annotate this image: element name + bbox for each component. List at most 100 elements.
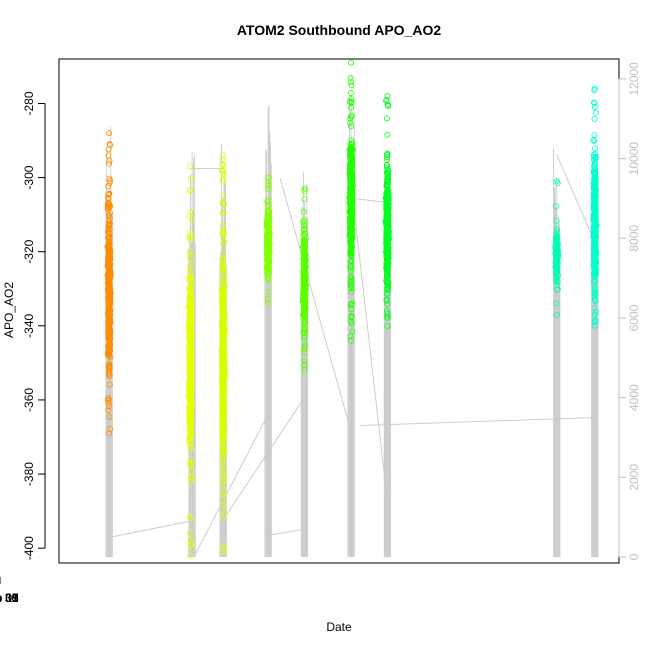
y-right-tick-label: 8000 — [627, 225, 641, 252]
data-point — [552, 278, 559, 285]
data-point — [187, 286, 194, 293]
data-point — [384, 153, 391, 160]
data-point — [553, 246, 560, 253]
data-point — [552, 269, 559, 276]
data-point — [347, 202, 354, 209]
data-point — [591, 204, 598, 211]
data-point — [187, 332, 194, 339]
data-point — [186, 435, 193, 442]
data-point — [347, 278, 354, 285]
data-point — [105, 345, 112, 352]
data-point — [265, 289, 272, 296]
data-point — [553, 217, 560, 224]
data-point — [219, 311, 226, 318]
data-point — [385, 196, 392, 203]
data-point — [220, 358, 227, 365]
y-axis-right: 0 2000 4000 6000 8000 10000 12000 — [618, 62, 641, 560]
data-point — [265, 277, 272, 284]
data-point — [219, 251, 226, 258]
data-point — [105, 281, 112, 288]
data-point — [383, 297, 390, 304]
data-point — [384, 195, 391, 202]
data-point — [187, 405, 194, 412]
data-point — [302, 289, 309, 296]
data-point — [186, 530, 193, 537]
data-point — [384, 301, 391, 308]
data-point — [107, 203, 114, 210]
data-point — [187, 428, 194, 435]
data-point — [220, 548, 227, 555]
data-point — [188, 475, 195, 482]
data-point — [385, 103, 392, 110]
data-point — [265, 234, 272, 241]
data-point — [384, 322, 391, 329]
data-point — [348, 244, 355, 251]
data-point — [383, 236, 390, 243]
data-point — [187, 307, 194, 314]
data-point — [220, 501, 227, 508]
data-point — [106, 213, 113, 220]
y-right-tick-label: 2000 — [627, 464, 641, 491]
data-point — [384, 310, 391, 317]
series-cluster — [382, 93, 393, 329]
data-point — [264, 250, 271, 257]
chart-title: ATOM2 Southbound APO_AO2 — [237, 22, 442, 38]
data-point — [186, 265, 193, 272]
data-point — [219, 441, 226, 448]
data-point — [105, 285, 112, 292]
data-point — [301, 249, 308, 256]
data-point — [591, 168, 598, 175]
data-point — [106, 362, 113, 369]
data-point — [264, 246, 271, 253]
data-point — [188, 478, 195, 485]
data-point — [347, 263, 354, 270]
data-point — [301, 188, 308, 195]
series-cluster — [590, 85, 600, 329]
y-right-tick-label: 10000 — [627, 142, 641, 176]
data-point — [300, 277, 307, 284]
data-point — [347, 333, 354, 340]
data-point — [591, 284, 598, 291]
data-point — [348, 185, 355, 192]
data-point — [347, 205, 354, 212]
data-point — [106, 304, 113, 311]
data-point — [383, 277, 390, 284]
data-point — [187, 175, 194, 182]
data-point — [383, 151, 390, 158]
data-point — [187, 364, 194, 371]
data-point — [591, 293, 598, 300]
data-point — [220, 457, 227, 464]
data-point — [346, 223, 353, 230]
data-point — [348, 288, 355, 295]
data-point — [219, 156, 226, 163]
data-point — [591, 85, 598, 92]
data-point — [187, 285, 194, 292]
data-point — [554, 286, 561, 293]
data-point — [383, 218, 390, 225]
x-tick-label: Feb 03 — [0, 591, 19, 605]
data-point — [347, 141, 354, 148]
data-point — [264, 296, 271, 303]
data-point — [219, 405, 226, 412]
data-point — [553, 282, 560, 289]
data-point — [220, 307, 227, 314]
data-point — [346, 217, 353, 224]
series-cluster — [104, 130, 114, 437]
data-point — [384, 162, 391, 169]
data-point — [264, 262, 271, 269]
data-point — [301, 264, 308, 271]
data-point — [592, 318, 599, 325]
data-point — [105, 146, 112, 153]
data-point — [385, 254, 392, 261]
data-point — [105, 195, 112, 202]
data-point — [186, 425, 193, 432]
secondary-connector-line — [224, 397, 305, 518]
data-point — [220, 404, 227, 411]
data-point — [186, 360, 193, 367]
data-point — [265, 185, 272, 192]
data-point — [220, 233, 227, 240]
data-point — [264, 203, 271, 210]
data-point — [554, 260, 561, 267]
data-point — [187, 397, 194, 404]
